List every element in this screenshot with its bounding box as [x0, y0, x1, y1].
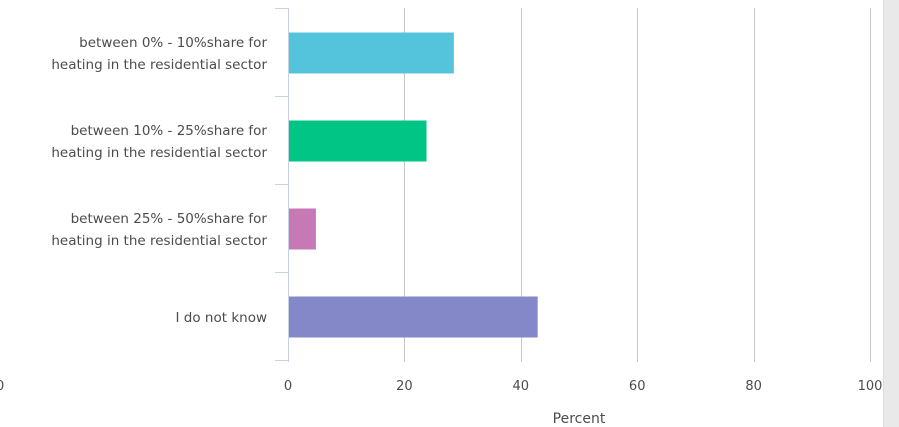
category-label: between 0% - 10%share for	[79, 35, 267, 51]
x-tick-labels: 0 20 40 60 80 100	[284, 379, 883, 394]
bars	[289, 32, 538, 338]
x-tick-label: 80	[745, 379, 762, 394]
x-tick-label: 60	[629, 379, 646, 394]
bar[interactable]	[289, 296, 538, 338]
bar[interactable]	[289, 32, 454, 74]
category-label: heating in the residential sector	[51, 57, 267, 73]
clipped-tick-label: 0	[0, 379, 4, 394]
category-labels: between 0% - 10%share for heating in the …	[51, 35, 267, 326]
category-label: I do not know	[176, 310, 267, 326]
x-tick-label: 40	[513, 379, 530, 394]
x-tick-label: 100	[858, 379, 883, 394]
bar[interactable]	[289, 120, 427, 162]
x-tick-label: 0	[284, 379, 292, 394]
category-label: heating in the residential sector	[51, 145, 267, 161]
vertical-scrollbar[interactable]	[883, 0, 899, 427]
category-label: between 10% - 25%share for	[71, 123, 268, 139]
category-label: between 25% - 50%share for	[71, 211, 268, 227]
category-axis	[275, 8, 289, 362]
x-axis-title: Percent	[553, 411, 606, 427]
bar[interactable]	[289, 208, 316, 250]
x-tick-label: 20	[396, 379, 413, 394]
category-label: heating in the residential sector	[51, 233, 267, 249]
